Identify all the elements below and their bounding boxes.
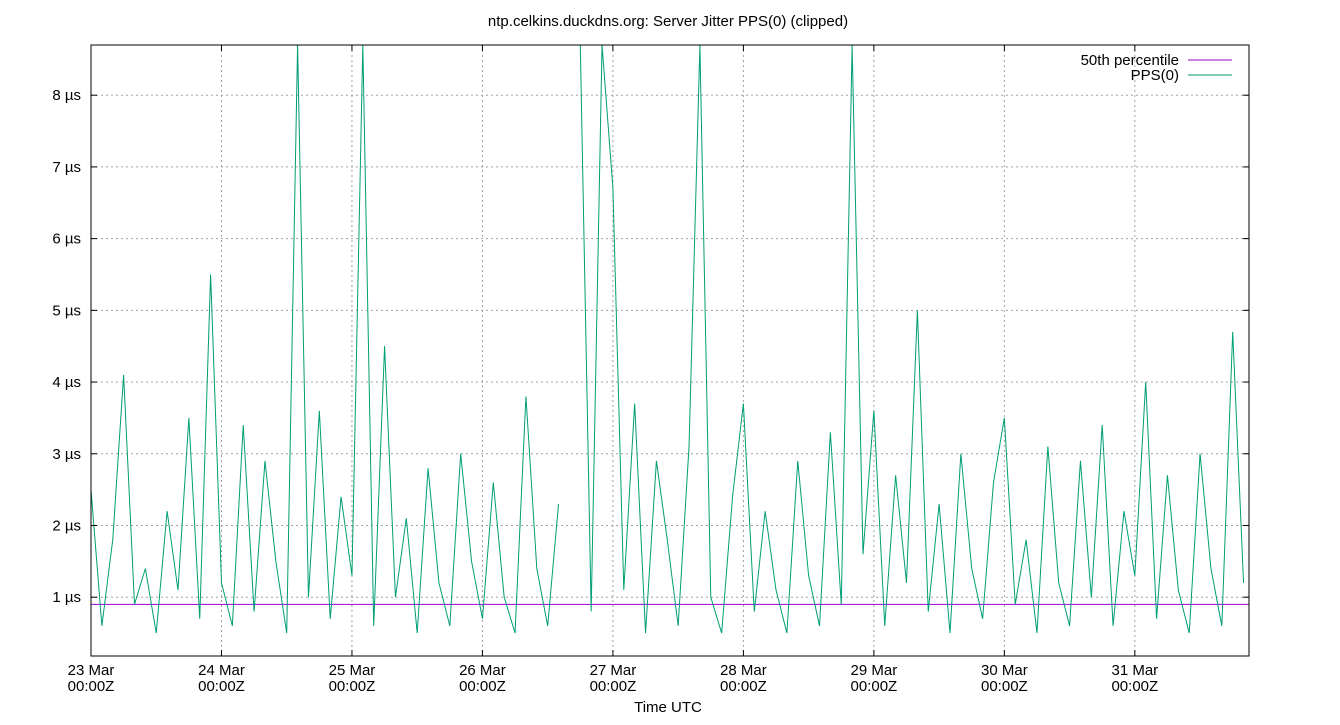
x-tick-label: 24 Mar (198, 662, 245, 679)
x-tick-label: 00:00Z (851, 678, 898, 695)
y-tick-label: 5 µs (52, 302, 81, 319)
y-tick-label: 2 µs (52, 517, 81, 534)
chart-title: ntp.celkins.duckdns.org: Server Jitter P… (488, 13, 848, 30)
series-line (91, 45, 1245, 634)
y-tick-label: 1 µs (52, 589, 81, 606)
x-tick-label: 00:00Z (198, 678, 245, 695)
grid (90, 45, 1249, 656)
y-tick-label: 7 µs (52, 159, 81, 176)
x-tick-label: 31 Mar (1111, 662, 1158, 679)
y-tick-label: 8 µs (52, 87, 81, 104)
y-tick-label: 4 µs (52, 374, 81, 391)
x-tick-label: 30 Mar (981, 662, 1028, 679)
x-tick-label: 28 Mar (720, 662, 767, 679)
y-tick-label: 3 µs (52, 446, 81, 463)
x-tick-label: 00:00Z (68, 678, 115, 695)
x-tick-label: 00:00Z (720, 678, 767, 695)
x-tick-label: 00:00Z (329, 678, 376, 695)
x-tick-label: 00:00Z (459, 678, 506, 695)
x-tick-label: 23 Mar (68, 662, 115, 679)
y-tick-label: 6 µs (52, 231, 81, 248)
x-tick-label: 27 Mar (590, 662, 637, 679)
x-axis-label: Time UTC (634, 699, 702, 716)
plot-area (91, 45, 1249, 634)
x-tick-label: 29 Mar (851, 662, 898, 679)
x-tick-label: 25 Mar (329, 662, 376, 679)
x-tick-label: 26 Mar (459, 662, 506, 679)
x-tick-label: 00:00Z (590, 678, 637, 695)
legend-label: 50th percentile (1081, 52, 1179, 69)
x-tick-label: 00:00Z (981, 678, 1028, 695)
legend-label: PPS(0) (1131, 67, 1179, 84)
x-tick-label: 00:00Z (1111, 678, 1158, 695)
plot-border (90, 44, 1250, 657)
